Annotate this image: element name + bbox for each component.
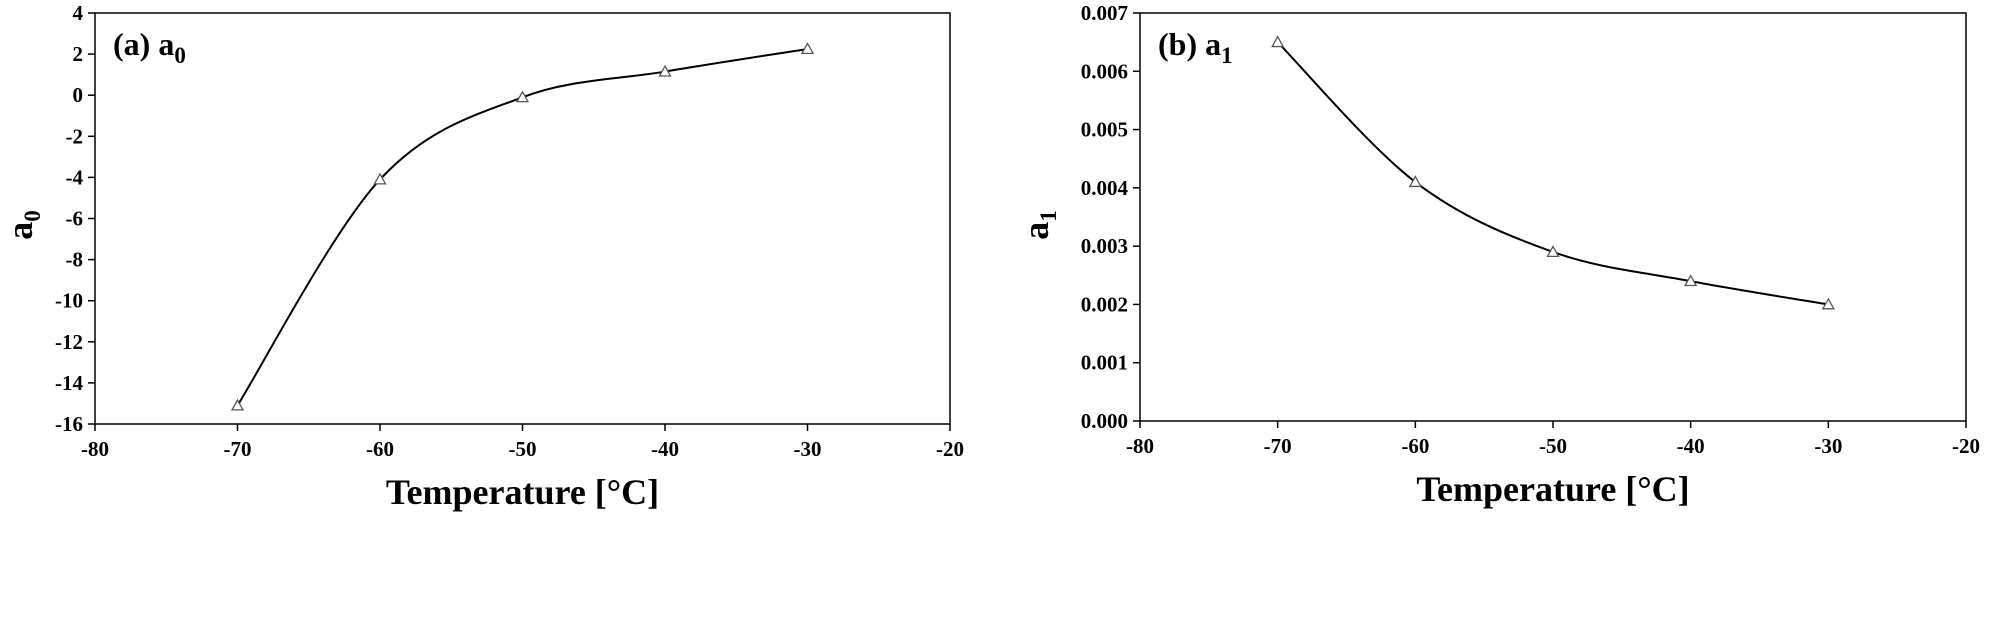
panel-label-main: (b) a [1158,26,1221,62]
fit-curve [1276,41,1829,306]
y-tick-label: 0.002 [1081,292,1128,316]
y-tick-label: 4 [73,1,84,25]
x-tick-label: -50 [509,437,537,461]
y-axis-title-main: a [0,222,40,240]
y-tick-label: 0.001 [1081,351,1128,375]
y-tick-label: -6 [66,207,84,231]
x-tick-label: -60 [366,437,394,461]
data-point-triangle [658,64,672,77]
y-tick-label: 0 [73,83,84,107]
x-tick-label: -70 [1264,434,1292,458]
y-tick-label: -16 [55,412,83,436]
x-tick-label: -50 [1539,434,1567,458]
x-axis-title: Temperature [°C] [386,472,659,512]
x-tick-label: -40 [651,437,679,461]
y-axis-title-subscript: 1 [1036,210,1061,222]
data-point-triangle [800,42,815,55]
panel-label-main: (a) a [113,26,174,62]
x-tick-label: -20 [936,437,964,461]
y-tick-label: 0.006 [1081,59,1128,83]
y-tick-label: -10 [55,289,83,313]
x-tick-label: -30 [794,437,822,461]
panel-label-subscript: 1 [1221,43,1233,68]
data-point-triangle [1684,274,1698,287]
x-tick-label: -80 [1126,434,1154,458]
y-axis-title-subscript: 0 [20,210,45,222]
chart-panel-a: 4 2 0 -2 -4 -6 -8 -10 -12 -14 -16-80 -70 -60 -50 -40 -3… [0,1,964,512]
y-tick-label: 0.000 [1081,409,1128,433]
x-axis-title: Temperature [°C] [1416,469,1689,509]
y-tick-label: 0.005 [1081,118,1128,142]
data-point-triangle [1821,297,1835,310]
x-tick-label: -80 [81,437,109,461]
y-tick-label: -14 [55,371,83,395]
data-point-triangle [515,90,530,103]
x-tick-label: -30 [1814,434,1842,458]
x-tick-label: -60 [1401,434,1429,458]
y-tick-label: -2 [66,124,84,148]
x-tick-label: -20 [1952,434,1980,458]
data-point-triangle [1546,245,1560,258]
y-tick-label: 0.004 [1081,176,1129,200]
y-tick-label: 0.007 [1081,1,1128,25]
y-axis-title: a0 [0,210,45,240]
y-axis-title-main: a [1016,222,1056,240]
panel-label-subscript: 0 [174,43,186,68]
y-tick-label: 0.003 [1081,234,1128,258]
plot-area-frame [1139,12,1967,422]
data-point-triangle [373,172,387,185]
chart-panel-b: 0.007 0.006 0.005 0.004 0.003 0.002 0.001 0.000… [1016,1,1980,509]
panel-label: (b) a1 [1158,26,1233,68]
panel-label: (a) a0 [113,26,186,68]
y-tick-label: -12 [55,330,83,354]
data-point-triangle [1271,35,1285,48]
x-tick-label: -40 [1677,434,1705,458]
data-point-triangle [1408,175,1422,188]
y-tick-label: -8 [66,248,84,272]
y-tick-label: -4 [66,165,84,189]
x-tick-label: -70 [224,437,252,461]
plot-area-frame [94,12,951,425]
fit-curve [236,47,808,407]
y-tick-label: 2 [73,42,84,66]
y-axis-title: a1 [1016,210,1061,240]
data-point-triangle [230,398,245,411]
